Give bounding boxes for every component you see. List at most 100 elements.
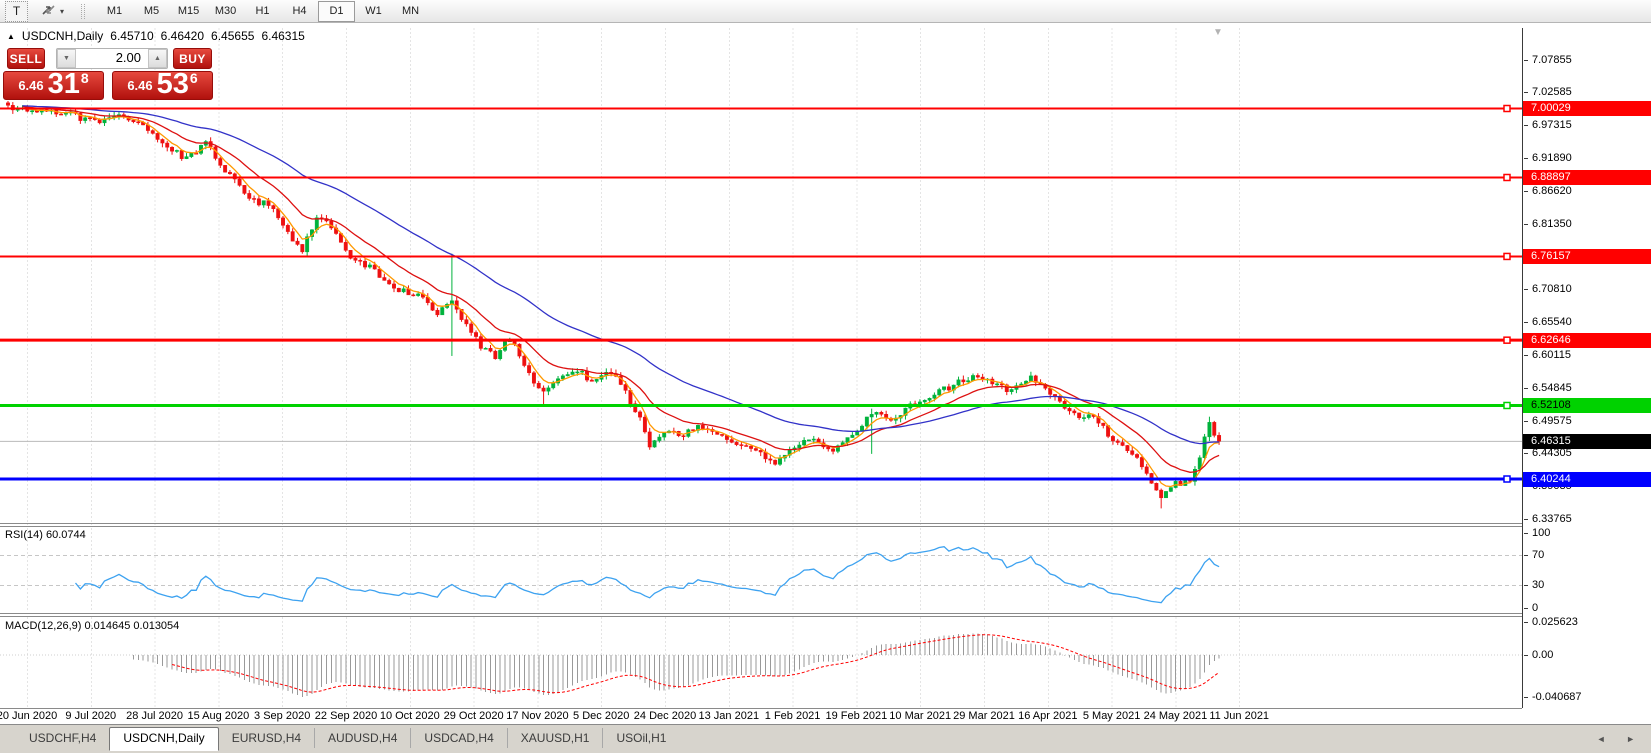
grid-lines [27, 28, 1241, 525]
candlesticks [6, 100, 1222, 509]
date-axis-label: 29 Mar 2021 [953, 710, 1015, 722]
timeframe-button-m30[interactable]: M30 [214, 4, 237, 17]
timeframe-button-w1[interactable]: W1 [365, 4, 382, 17]
timeframe-button-mn[interactable]: MN [401, 4, 420, 17]
ma-slow-line [22, 105, 1220, 445]
rsi-pane-divider-inner [0, 526, 1522, 527]
line-handle[interactable] [1503, 475, 1511, 483]
date-axis-label: 16 Apr 2021 [1018, 710, 1078, 722]
volume-input[interactable]: 2.00 [115, 50, 141, 65]
toolbar: T ▾ M1 M5 M15 M30 H1 H4 D1 W1 MN [0, 0, 1651, 23]
volume-stepper: ▼ 2.00 ▲ [56, 48, 168, 69]
timeframe-button-h4[interactable]: H4 [292, 4, 307, 17]
price-axis-label: 6.44305 [1523, 446, 1651, 461]
chart-shift-marker-icon[interactable]: ▼ [1213, 27, 1223, 38]
rsi-label: RSI(14) 60.0744 [5, 529, 86, 541]
price-axis-label: 6.60115 [1523, 348, 1651, 363]
rsi-axis-label: 0 [1523, 601, 1651, 616]
date-axis-label: 9 Jul 2020 [65, 710, 117, 722]
ma-medium-line [22, 105, 1220, 473]
chart-tab-usdchf[interactable]: USDCHF,H4 [29, 731, 97, 745]
macd-axis-label: -0.040687 [1523, 690, 1651, 705]
text-tool-button[interactable]: T [5, 0, 28, 22]
macd-axis-label: 0.025623 [1523, 615, 1651, 630]
buy-price-display[interactable]: 6.46 53 6 [112, 70, 213, 100]
date-axis-label: 24 May 2021 [1143, 710, 1208, 722]
sell-button[interactable]: SELL [7, 48, 45, 69]
ohlc-open: 6.45710 [110, 29, 154, 43]
date-axis-label: 24 Dec 2020 [633, 710, 697, 722]
line-handle[interactable] [1503, 252, 1511, 261]
chart-tab-usdcnh[interactable]: USDCNH,Daily [109, 727, 219, 751]
rsi-line [74, 546, 1220, 604]
timeframe-toolbar: M1 M5 M15 M30 H1 H4 D1 W1 MN [96, 0, 429, 22]
toolbar-grip[interactable] [81, 3, 86, 19]
macd-signal-line [171, 634, 1220, 694]
timeframe-button-m1[interactable]: M1 [106, 4, 123, 17]
chart-tab-eurusd[interactable]: EURUSD,H4 [231, 731, 302, 745]
line-handle[interactable] [1503, 173, 1511, 182]
price-axis-label: 6.70810 [1523, 282, 1651, 297]
volume-increase-button[interactable]: ▲ [148, 49, 167, 68]
timeframe-button-d1[interactable]: D1 [318, 0, 356, 22]
price-axis-label: 6.91890 [1523, 151, 1651, 166]
line-price-tag: 6.62646 [1523, 332, 1651, 348]
line-price-tag: 6.76157 [1523, 248, 1651, 264]
line-handle[interactable] [1503, 104, 1511, 113]
tab-scroll-arrows: ◄ ► [1579, 734, 1635, 744]
timeframe-button-h1[interactable]: H1 [255, 4, 270, 17]
date-axis-label: 15 Aug 2020 [187, 710, 250, 722]
rsi-pane-divider[interactable] [0, 523, 1522, 524]
chart-tab-usoil[interactable]: USOil,H1 [602, 728, 679, 748]
chevron-down-icon[interactable]: ▾ [60, 6, 65, 16]
ma-fast-line [22, 107, 1220, 488]
ohlc-low: 6.45655 [211, 29, 255, 43]
date-axis-label: 13 Jan 2021 [698, 710, 760, 722]
date-axis-label: 17 Nov 2020 [506, 710, 569, 722]
rsi-indicator-canvas[interactable] [0, 528, 1522, 612]
date-axis-label: 22 Sep 2020 [314, 710, 378, 722]
date-axis-label: 20 Jun 2020 [0, 710, 58, 722]
sell-price-display[interactable]: 6.46 31 8 [3, 68, 104, 100]
sell-price-big: 31 [47, 68, 80, 100]
collapse-chart-icon[interactable]: ▲ [7, 31, 15, 41]
arrows-tool-button[interactable]: ▾ [37, 2, 68, 21]
date-axis-label: 29 Oct 2020 [443, 710, 504, 722]
date-axis-label: 3 Sep 2020 [254, 710, 311, 722]
chart-tab-xauusd[interactable]: XAUUSD,H1 [506, 728, 603, 748]
volume-decrease-button[interactable]: ▼ [57, 49, 76, 68]
macd-axis-label: 0.00 [1523, 648, 1651, 663]
buy-button[interactable]: BUY [173, 48, 212, 69]
date-axis-label: 10 Oct 2020 [379, 710, 440, 722]
macd-label: MACD(12,26,9) 0.014645 0.013054 [5, 620, 180, 632]
timeframe-button-m15[interactable]: M15 [177, 4, 200, 17]
date-axis-label: 5 Dec 2020 [573, 710, 630, 722]
horizontal-lines[interactable] [0, 104, 1522, 483]
ohlc-close: 6.46315 [261, 29, 305, 43]
date-axis-label: 28 Jul 2020 [126, 710, 184, 722]
price-axis-border [1522, 28, 1523, 708]
price-axis-label: 6.49575 [1523, 414, 1651, 429]
line-price-tag: 7.00029 [1523, 101, 1651, 116]
buy-price-prefix: 6.46 [127, 78, 153, 93]
line-handle[interactable] [1503, 401, 1511, 410]
tab-scroll-left-icon[interactable]: ◄ [1596, 734, 1606, 744]
macd-indicator-canvas[interactable] [0, 617, 1522, 708]
price-axis-label: 7.02585 [1523, 85, 1651, 100]
price-axis-label: 6.65540 [1523, 315, 1651, 330]
chart-symbol-period: USDCNH,Daily [21, 29, 104, 43]
macd-pane-divider[interactable] [0, 613, 1522, 614]
chart-tab-audusd[interactable]: AUDUSD,H4 [314, 728, 410, 748]
line-handle[interactable] [1503, 336, 1511, 344]
date-axis-label: 10 Mar 2021 [889, 710, 952, 722]
tab-scroll-right-icon[interactable]: ► [1626, 734, 1635, 744]
chart-tab-bar: USDCHF,H4 USDCNH,Daily EURUSD,H4 AUDUSD,H4 U… [0, 724, 1651, 753]
chart-header: ▲ USDCNH,Daily 6.45710 6.46420 6.45655 6… [7, 29, 305, 43]
rsi-grid [0, 528, 1522, 612]
date-axis-label: 11 Jun 2021 [1209, 710, 1270, 722]
sell-price-pip: 8 [80, 70, 89, 86]
timeframe-button-m5[interactable]: M5 [143, 4, 160, 17]
price-chart-canvas[interactable] [0, 28, 1522, 525]
chart-tab-usdcad[interactable]: USDCAD,H4 [410, 728, 506, 748]
macd-pane-divider-inner [0, 616, 1522, 617]
